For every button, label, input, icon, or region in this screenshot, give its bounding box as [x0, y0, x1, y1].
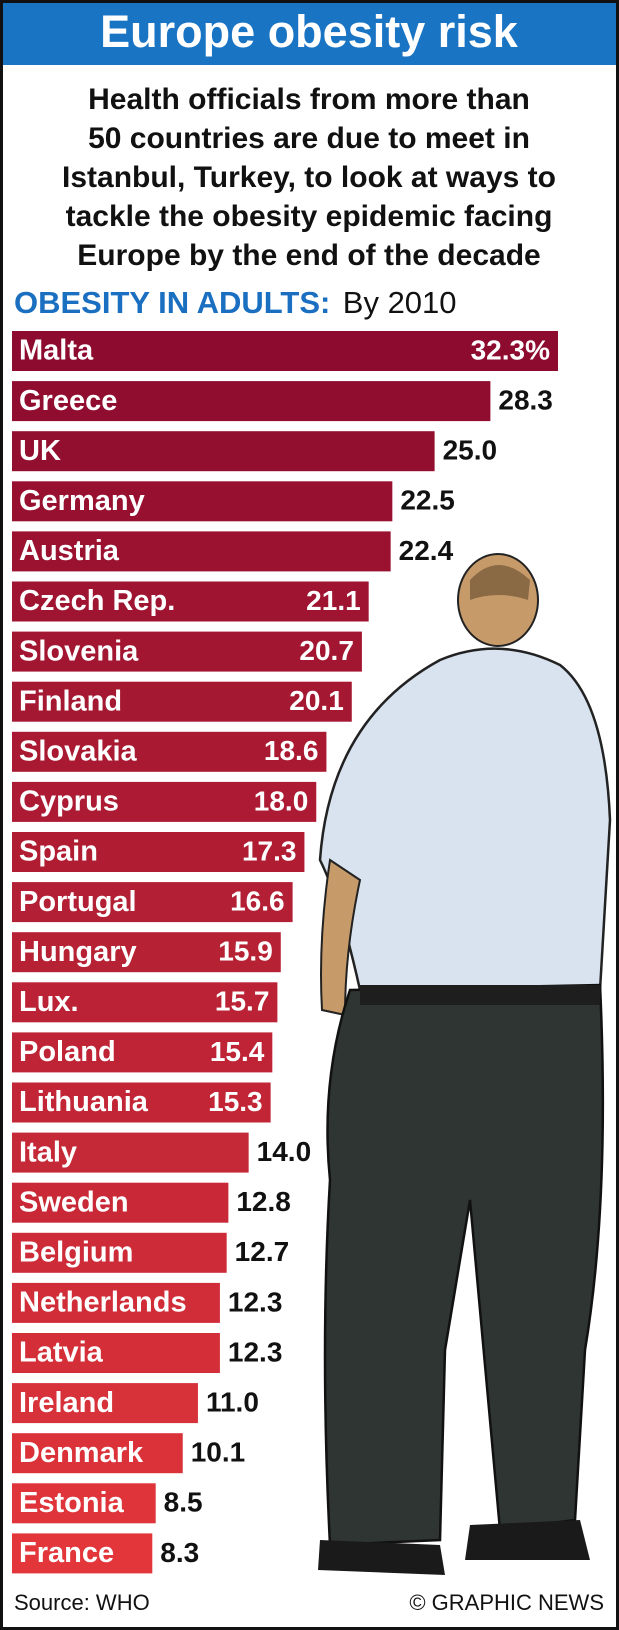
value-label: 20.1: [289, 685, 344, 716]
value-label: 25.0: [443, 435, 498, 466]
bar: [12, 331, 558, 371]
value-label: 16.6: [230, 885, 285, 916]
bar: [12, 1383, 198, 1424]
subtitle-line: Health officials from more than: [88, 83, 530, 116]
value-label: 12.7: [235, 1236, 290, 1267]
subtitle: Health officials from more than 50 countr…: [62, 83, 556, 272]
bar: [12, 731, 327, 772]
value-label: 8.3: [160, 1537, 199, 1568]
bar: [12, 381, 491, 422]
value-label: 10.1: [191, 1437, 246, 1468]
bar: [12, 781, 317, 822]
credit: © GRAPHIC NEWS: [409, 1590, 604, 1615]
bars: Malta 32.3% Greece 28.3 UK 25.0 Germany 22.5 Aus…: [12, 331, 558, 1574]
category-label: Estonia: [19, 1487, 125, 1519]
value-label: 20.7: [299, 635, 354, 666]
category-label: Lithuania: [19, 1086, 149, 1118]
subtitle-line: Istanbul, Turkey, to look at ways to: [62, 161, 556, 194]
bar: [12, 1032, 273, 1073]
category-label: Malta: [19, 335, 94, 367]
subtitle-line: 50 countries are due to meet in: [88, 122, 530, 155]
bar: [12, 1333, 220, 1373]
value-label: 21.1: [306, 585, 361, 616]
title-bar: [3, 3, 616, 65]
category-label: Czech Rep.: [19, 585, 175, 617]
value-label: 22.5: [400, 485, 455, 516]
bar: [12, 1132, 249, 1173]
bar: [12, 681, 352, 722]
category-label: Belgium: [19, 1236, 133, 1268]
category-label: Slovakia: [19, 735, 138, 767]
source: Source: WHO: [14, 1590, 150, 1615]
value-label: 18.6: [264, 735, 319, 766]
value-label: 15.4: [210, 1036, 265, 1067]
heading: OBESITY IN ADULTS: By 2010: [14, 285, 457, 320]
category-label: Latvia: [19, 1337, 104, 1369]
chart-title: Europe obesity risk: [100, 6, 519, 57]
value-label: 22.4: [399, 535, 454, 566]
category-label: France: [19, 1537, 114, 1569]
value-label: 14.0: [257, 1136, 312, 1167]
category-label: UK: [19, 435, 61, 467]
bar: [12, 431, 435, 472]
illustration: [318, 553, 612, 1575]
bar: [12, 1182, 229, 1223]
bar: [12, 1082, 271, 1123]
value-label: 17.3: [242, 835, 297, 866]
category-label: Denmark: [19, 1437, 144, 1469]
value-label: 8.5: [164, 1487, 203, 1518]
bar: [12, 1282, 220, 1323]
value-label: 12.3: [228, 1286, 282, 1317]
value-label: 11.0: [206, 1386, 259, 1417]
value-label: 15.9: [218, 936, 273, 967]
category-label: Greece: [19, 385, 117, 417]
category-label: Spain: [19, 836, 98, 868]
bar: [12, 932, 281, 973]
bar: [12, 832, 305, 872]
category-label: Hungary: [19, 936, 137, 968]
subtitle-line: tackle the obesity epidemic facing: [66, 200, 553, 233]
value-label: 32.3%: [471, 334, 550, 365]
bar: [12, 1433, 183, 1474]
value-label: 28.3: [498, 384, 553, 415]
value-label: 15.7: [215, 986, 270, 1017]
category-label: Cyprus: [19, 786, 119, 818]
category-label: Austria: [19, 535, 120, 567]
value-label: 15.3: [208, 1086, 263, 1117]
heading-note: By 2010: [343, 285, 457, 320]
bar: [12, 531, 391, 572]
value-label: 12.3: [228, 1336, 282, 1367]
bar: [12, 982, 278, 1023]
value-label: 18.0: [254, 785, 309, 816]
subtitle-line: Europe by the end of the decade: [77, 239, 540, 272]
bar: [12, 481, 393, 522]
category-label: Slovenia: [19, 635, 139, 667]
bar: [12, 1232, 227, 1273]
category-label: Netherlands: [19, 1287, 187, 1319]
bar: [12, 581, 369, 622]
category-label: Lux.: [19, 986, 79, 1018]
heading-text: OBESITY IN ADULTS:: [14, 285, 330, 320]
bar: [12, 1483, 156, 1524]
bar: [12, 882, 293, 923]
category-label: Sweden: [19, 1186, 129, 1218]
category-label: Italy: [19, 1136, 77, 1168]
category-label: Germany: [19, 485, 145, 517]
category-label: Poland: [19, 1036, 116, 1068]
bar: [12, 1533, 153, 1574]
category-label: Ireland: [19, 1387, 114, 1419]
value-label: 12.8: [236, 1186, 291, 1217]
category-label: Finland: [19, 685, 122, 717]
category-label: Portugal: [19, 886, 137, 918]
bar: [12, 631, 362, 672]
